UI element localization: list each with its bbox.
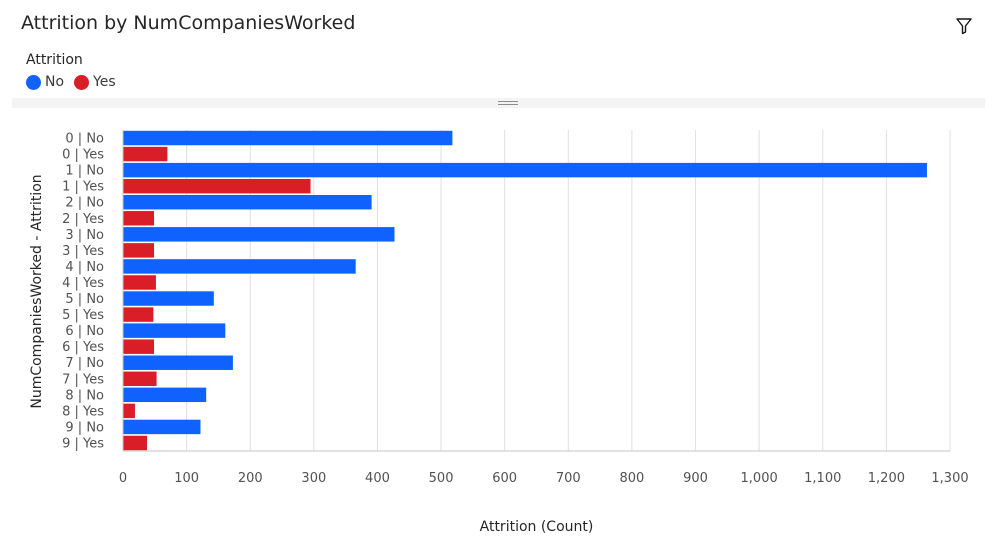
x-tick-label: 900 (683, 471, 708, 486)
bar-0-yes[interactable] (123, 146, 168, 162)
bar-5-yes[interactable] (123, 307, 154, 322)
y-tick-label: 7 | Yes (62, 372, 104, 387)
y-tick-label: 3 | Yes (62, 244, 104, 259)
y-tick-label: 4 | Yes (62, 276, 104, 291)
bar-1-yes[interactable] (123, 178, 311, 194)
legend-title: Attrition (26, 52, 83, 68)
bar-4-no[interactable] (123, 259, 356, 274)
x-tick-label: 1,300 (931, 471, 968, 486)
x-tick-label: 600 (492, 471, 517, 486)
y-tick-label: 1 | No (65, 164, 104, 179)
bar-9-yes[interactable] (123, 435, 148, 451)
x-tick-label: 400 (365, 471, 390, 486)
x-tick-label: 500 (429, 471, 454, 486)
bar-7-yes[interactable] (123, 371, 157, 386)
legend-item-yes[interactable]: Yes (74, 74, 116, 90)
y-tick-label: 8 | No (65, 388, 104, 403)
bar-5-no[interactable] (123, 291, 214, 306)
y-tick-label: 3 | No (65, 228, 104, 243)
y-tick-label: 5 | No (65, 292, 104, 307)
chart-title: Attrition by NumCompaniesWorked (21, 12, 356, 34)
y-tick-label: 9 | No (65, 420, 104, 435)
bar-3-yes[interactable] (123, 243, 155, 258)
x-tick-label: 1,100 (804, 471, 841, 486)
legend-label-yes: Yes (93, 74, 116, 90)
x-tick-label: 700 (556, 471, 581, 486)
y-tick-label: 2 | No (65, 196, 104, 211)
bar-8-no[interactable] (123, 387, 207, 403)
x-tick-label: 300 (301, 471, 326, 486)
bar-8-yes[interactable] (123, 403, 135, 419)
x-tick-label: 1,200 (868, 471, 905, 486)
bar-7-no[interactable] (123, 355, 233, 370)
filter-button[interactable] (952, 14, 976, 38)
y-tick-label: 5 | Yes (62, 308, 104, 323)
y-tick-label: 7 | No (65, 356, 104, 371)
x-tick-label: 100 (174, 471, 199, 486)
y-tick-label: 4 | No (65, 260, 104, 275)
grip-icon (498, 101, 518, 105)
y-tick-label: 6 | No (65, 324, 104, 339)
bar-6-yes[interactable] (123, 339, 155, 354)
panel-resize-handle[interactable] (12, 98, 985, 108)
bar-3-no[interactable] (123, 227, 395, 242)
y-tick-label: 2 | Yes (62, 212, 104, 227)
legend: No Yes (26, 74, 126, 90)
y-tick-label: 0 | No (65, 132, 104, 147)
y-axis-title: NumCompaniesWorked - Attrition (29, 174, 45, 408)
y-tick-label: 9 | Yes (62, 436, 104, 451)
bar-4-yes[interactable] (123, 275, 156, 290)
x-axis-title: Attrition (Count) (480, 519, 594, 535)
bar-2-no[interactable] (123, 195, 372, 210)
x-tick-label: 800 (620, 471, 645, 486)
legend-item-no[interactable]: No (26, 74, 64, 90)
x-tick-label: 200 (238, 471, 263, 486)
x-tick-label: 1,000 (741, 471, 778, 486)
x-tick-label: 0 (119, 471, 127, 486)
bar-0-no[interactable] (123, 130, 453, 146)
bar-9-no[interactable] (123, 419, 201, 435)
bar-2-yes[interactable] (123, 211, 155, 226)
bar-6-no[interactable] (123, 323, 226, 338)
filter-icon (956, 18, 972, 35)
legend-label-no: No (45, 74, 65, 90)
bar-1-no[interactable] (123, 162, 927, 178)
y-tick-label: 8 | Yes (62, 404, 104, 419)
y-tick-label: 1 | Yes (62, 180, 104, 195)
y-tick-label: 6 | Yes (62, 340, 104, 355)
legend-swatch-no (26, 74, 41, 90)
y-tick-label: 0 | Yes (62, 148, 104, 163)
legend-swatch-yes (74, 74, 90, 90)
